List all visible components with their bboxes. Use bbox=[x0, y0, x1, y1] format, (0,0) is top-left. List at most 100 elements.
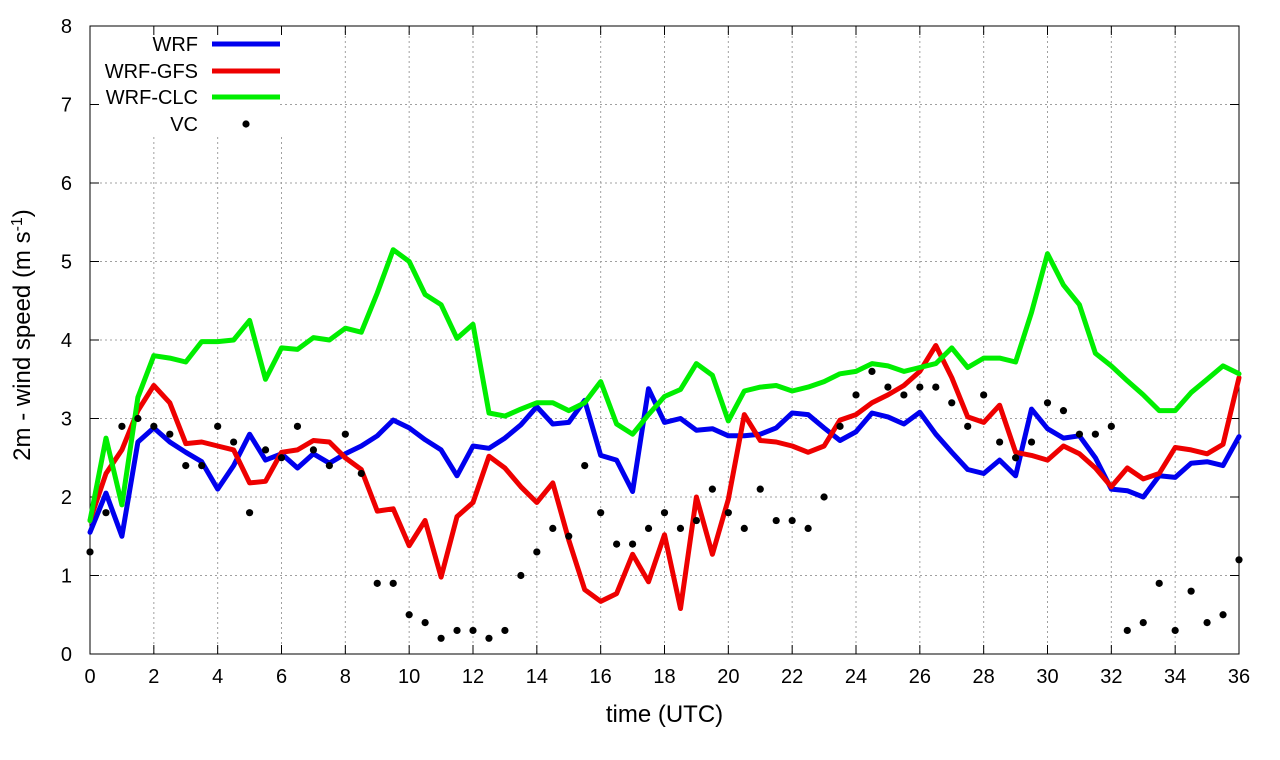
data-point bbox=[724, 509, 732, 517]
x-tick-label: 18 bbox=[653, 666, 675, 688]
axis-ticks: 0 2 4 6 8 10 12 14 16 18 20 22 24 26 28 30 32 34 360123456… bbox=[61, 16, 1250, 688]
data-point bbox=[214, 422, 222, 430]
data-point bbox=[86, 548, 94, 556]
data-point bbox=[1059, 407, 1068, 415]
data-point bbox=[868, 367, 876, 375]
data-point bbox=[485, 634, 493, 642]
legend-label-wrf-clc: WRF-CLC bbox=[106, 87, 198, 109]
series-wrf-gfs-line bbox=[87, 343, 1242, 611]
data-point bbox=[1219, 611, 1227, 619]
data-point bbox=[325, 462, 333, 470]
x-tick-label: 6 bbox=[276, 666, 287, 688]
y-tick-label: 4 bbox=[61, 330, 72, 352]
data-point bbox=[1027, 438, 1036, 446]
y-axis-title: 2m - wind speed (m s-1) bbox=[9, 209, 37, 461]
x-tick-label: 28 bbox=[973, 666, 995, 688]
legend-label-wrf-gfs: WRF-GFS bbox=[105, 61, 198, 83]
x-tick-label: 36 bbox=[1228, 666, 1250, 688]
x-tick-label: 30 bbox=[1036, 666, 1058, 688]
data-point bbox=[1171, 626, 1179, 635]
data-point bbox=[517, 571, 525, 580]
data-point bbox=[549, 524, 557, 533]
y-axis-title-close: ) bbox=[9, 209, 36, 217]
data-point bbox=[373, 579, 381, 587]
x-tick-label: 8 bbox=[340, 666, 351, 688]
data-point bbox=[1235, 556, 1243, 564]
data-point bbox=[501, 626, 509, 635]
data-point bbox=[613, 540, 621, 548]
data-point bbox=[852, 391, 860, 399]
data-point bbox=[884, 383, 892, 391]
series-vc-points bbox=[86, 367, 1243, 642]
x-tick-label: 32 bbox=[1100, 666, 1122, 688]
data-point bbox=[182, 462, 190, 470]
x-axis-title: time (UTC) bbox=[606, 701, 723, 728]
legend-label-wrf: WRF bbox=[152, 34, 198, 56]
x-tick-label: 4 bbox=[212, 666, 223, 688]
data-point bbox=[740, 524, 748, 533]
y-tick-label: 7 bbox=[61, 95, 72, 117]
data-point bbox=[102, 509, 110, 517]
series-layer bbox=[86, 247, 1243, 642]
x-tick-label: 24 bbox=[845, 666, 867, 688]
data-point bbox=[293, 422, 302, 430]
data-point bbox=[453, 626, 461, 635]
data-point bbox=[134, 414, 142, 423]
grid-lines bbox=[90, 26, 1239, 654]
data-point bbox=[1155, 579, 1163, 587]
x-tick-label: 26 bbox=[909, 666, 931, 688]
x-tick-label: 10 bbox=[398, 666, 420, 688]
data-point bbox=[341, 430, 349, 438]
data-point bbox=[996, 438, 1004, 446]
data-point bbox=[1123, 626, 1131, 635]
data-point bbox=[708, 485, 716, 493]
data-point bbox=[644, 524, 653, 533]
y-tick-label: 0 bbox=[61, 644, 72, 666]
data-point bbox=[533, 548, 541, 556]
data-point bbox=[660, 509, 669, 517]
y-axis-title-main: 2m - wind speed (m s bbox=[9, 231, 36, 460]
y-tick-label: 2 bbox=[61, 487, 72, 509]
data-point bbox=[964, 422, 972, 430]
data-point bbox=[1091, 430, 1099, 438]
y-tick-label: 6 bbox=[61, 173, 72, 195]
data-point bbox=[692, 516, 701, 525]
x-tick-label: 16 bbox=[590, 666, 612, 688]
data-point bbox=[469, 626, 477, 635]
data-point bbox=[261, 446, 270, 454]
data-point bbox=[437, 634, 445, 642]
x-tick-label: 20 bbox=[717, 666, 739, 688]
y-tick-label: 1 bbox=[61, 566, 72, 588]
data-point bbox=[1203, 619, 1211, 627]
data-point bbox=[166, 430, 174, 438]
data-point bbox=[900, 391, 908, 399]
data-point bbox=[581, 462, 589, 470]
data-point bbox=[628, 540, 637, 548]
data-point bbox=[916, 383, 924, 391]
y-tick-label: 3 bbox=[61, 409, 72, 431]
data-point bbox=[1075, 430, 1084, 438]
data-point bbox=[309, 446, 318, 454]
data-point bbox=[389, 579, 397, 587]
y-tick-label: 5 bbox=[61, 252, 72, 274]
x-tick-label: 0 bbox=[84, 666, 95, 688]
data-point bbox=[772, 516, 780, 525]
data-point bbox=[932, 383, 940, 391]
data-point bbox=[1139, 619, 1147, 627]
data-point bbox=[245, 509, 254, 517]
y-tick-label: 8 bbox=[61, 16, 72, 38]
legend-swatch-vc bbox=[242, 120, 250, 128]
data-point bbox=[357, 469, 365, 478]
data-point bbox=[565, 532, 573, 540]
data-point bbox=[198, 462, 206, 470]
data-point bbox=[836, 422, 844, 430]
data-point bbox=[597, 509, 605, 517]
data-point bbox=[230, 438, 238, 446]
data-point bbox=[1043, 399, 1052, 407]
legend: WRF WRF-GFS WRF-CLC VC bbox=[105, 34, 280, 136]
y-axis-title-superscript: -1 bbox=[9, 217, 26, 231]
data-point bbox=[1187, 587, 1195, 595]
data-point bbox=[788, 516, 796, 525]
data-point bbox=[948, 399, 956, 407]
